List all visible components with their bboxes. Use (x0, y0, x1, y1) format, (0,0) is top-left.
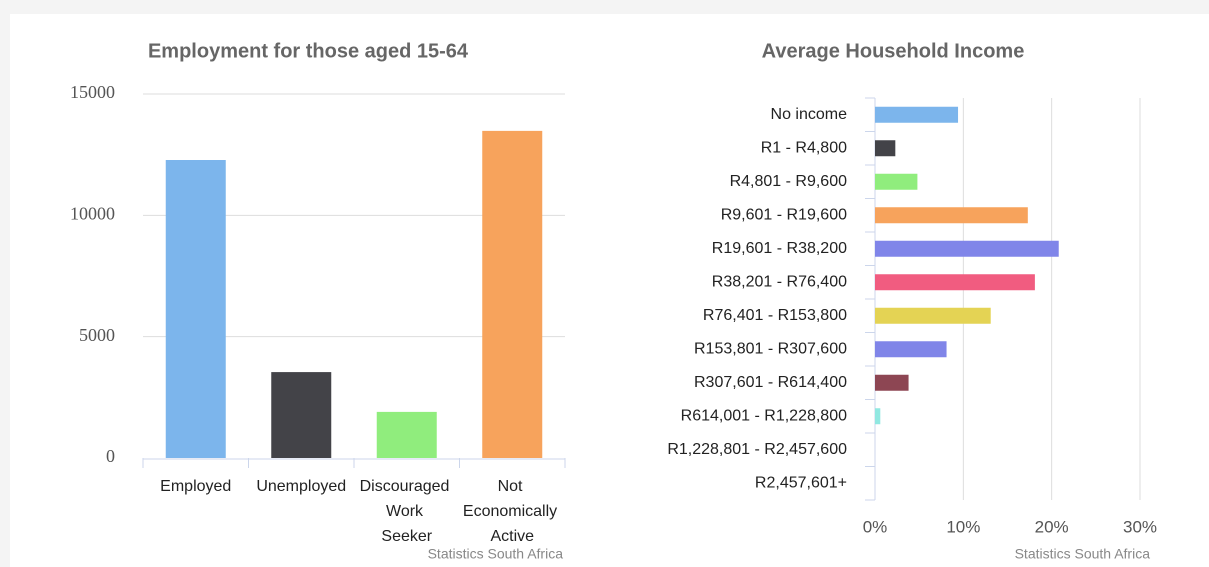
bar (875, 106, 959, 123)
bar (875, 374, 909, 391)
y-tick-label: R1,228,801 - R2,457,600 (667, 441, 847, 458)
bar (165, 160, 226, 458)
bar (875, 274, 1035, 291)
y-tick-label: R153,801 - R307,600 (694, 340, 847, 357)
x-tick-label: 20% (1035, 517, 1069, 536)
y-tick-label: No income (771, 106, 848, 123)
bar (875, 307, 991, 324)
x-tick-label: Employed (160, 478, 231, 495)
x-tick-label: 0% (863, 517, 888, 536)
y-tick-label: R4,801 - R9,600 (730, 173, 848, 190)
credits: Statistics South Africa (428, 546, 564, 562)
y-tick-label: R76,401 - R153,800 (703, 307, 847, 324)
y-tick-label: 5000 (79, 325, 115, 345)
y-tick-label: R307,601 - R614,400 (694, 374, 847, 391)
y-tick-label: R614,001 - R1,228,800 (681, 407, 847, 424)
x-tick-label: Unemployed (256, 478, 346, 495)
y-tick-label: R1 - R4,800 (761, 139, 847, 156)
bar (271, 372, 332, 458)
bar (875, 140, 896, 157)
y-tick-label: 15000 (70, 82, 115, 102)
bar (875, 173, 918, 190)
bar (875, 207, 1028, 224)
x-tick-label: 10% (946, 517, 980, 536)
y-tick-label: R2,457,601+ (755, 474, 847, 491)
chart-title: Employment for those aged 15-64 (148, 40, 469, 62)
x-tick-label: Discouraged Work Seeker (360, 478, 454, 545)
bar (376, 411, 437, 458)
y-tick-label: 10000 (70, 203, 115, 223)
chart-title: Average Household Income (762, 40, 1025, 62)
y-tick-label: R38,201 - R76,400 (712, 273, 847, 290)
bar (875, 408, 881, 425)
bar (875, 240, 1059, 257)
bar (482, 130, 543, 459)
y-tick-label: R9,601 - R19,600 (721, 206, 847, 223)
x-tick-label: 30% (1123, 517, 1157, 536)
credits: Statistics South Africa (1015, 546, 1151, 562)
y-tick-label: R19,601 - R38,200 (712, 240, 847, 257)
bar (875, 341, 947, 358)
x-tick-label: Not Economically Active (463, 478, 562, 545)
y-tick-label: 0 (106, 446, 115, 466)
